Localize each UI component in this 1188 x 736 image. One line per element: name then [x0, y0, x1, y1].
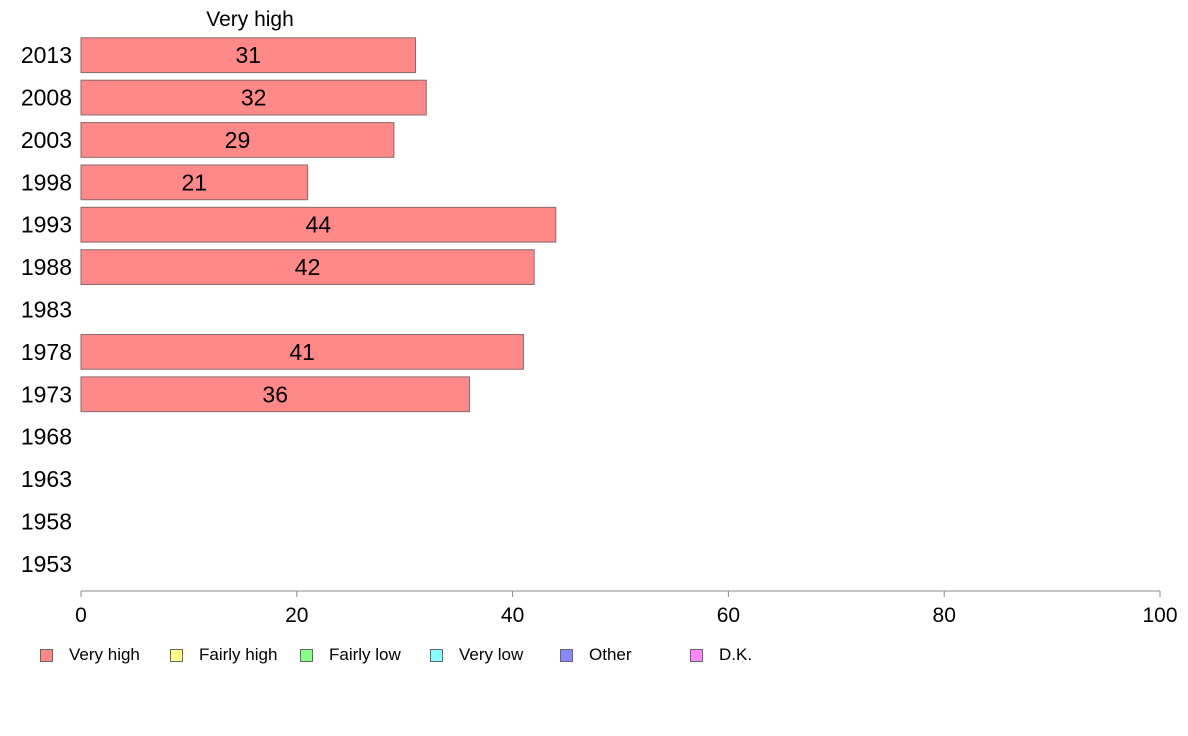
y-tick-label: 1963: [21, 466, 72, 492]
legend-label: D.K.: [719, 645, 753, 664]
bar-value-label: 29: [225, 127, 251, 153]
legend-item-very-high: Very high: [40, 645, 140, 665]
legend-item-fairly-high: Fairly high: [170, 645, 277, 665]
legend-label: Fairly high: [199, 645, 278, 664]
legend-swatch-dk: [690, 648, 703, 662]
bar: [80, 79, 427, 116]
bar: [80, 334, 524, 370]
x-tick-label: 40: [501, 604, 524, 627]
y-tick-label: 2003: [21, 127, 72, 153]
x-axis: 0 20 40 60 80 100: [75, 590, 1178, 627]
bar: [80, 37, 416, 74]
chart-title: Very high: [206, 8, 294, 31]
y-tick-label: 2013: [21, 42, 72, 68]
bar-value-label: 44: [306, 212, 332, 238]
y-tick-label: 1988: [21, 254, 72, 280]
bars-group: 2013 31 2008 32 2003 29 1998 21 1993 44 1988 42 1983…: [21, 37, 557, 577]
y-tick-label: 1983: [21, 297, 72, 323]
y-tick-label: 1953: [21, 551, 72, 577]
legend-label: Other: [589, 645, 632, 664]
legend-label: Fairly low: [329, 645, 401, 664]
legend-swatch-very-high: [40, 648, 53, 662]
x-tick-label: 100: [1142, 604, 1177, 627]
bar-value-label: 32: [241, 85, 267, 111]
y-tick-label: 1998: [21, 169, 72, 195]
bar-value-label: 41: [289, 339, 315, 365]
bar: [80, 122, 395, 158]
bar-value-label: 42: [295, 254, 321, 280]
legend-item-very-low: Very low: [430, 645, 523, 665]
legend-swatch-fairly-low: [300, 648, 313, 662]
x-tick-label: 60: [717, 604, 740, 627]
legend-swatch-fairly-high: [170, 648, 183, 662]
bar: [80, 249, 535, 285]
y-tick-label: 2008: [21, 85, 72, 111]
bar: [80, 206, 557, 243]
y-tick-label: 1993: [21, 212, 72, 238]
bar-value-label: 31: [235, 42, 261, 68]
bar-value-label: 21: [181, 169, 207, 195]
legend-item-other: Other: [560, 645, 632, 665]
bar-value-label: 36: [262, 381, 288, 407]
y-tick-label: 1968: [21, 424, 72, 450]
y-tick-label: 1978: [21, 339, 72, 365]
x-tick-label: 80: [933, 604, 956, 627]
legend: Very high Fairly high Fairly low Very lo…: [40, 645, 800, 667]
y-tick-label: 1973: [21, 381, 72, 407]
bar: [80, 376, 470, 413]
legend-label: Very low: [459, 645, 524, 664]
legend-label: Very high: [69, 645, 140, 664]
legend-item-fairly-low: Fairly low: [300, 645, 401, 665]
legend-swatch-other: [560, 648, 573, 662]
x-tick-label: 0: [75, 604, 87, 627]
x-tick-label: 20: [285, 604, 308, 627]
legend-swatch-very-low: [430, 648, 443, 662]
legend-item-dk: D.K.: [690, 645, 752, 665]
y-tick-label: 1958: [21, 508, 72, 534]
bar-chart: Very high 2013 31 2008 32 2003 29 1998 21 1993 44…: [21, 8, 1178, 627]
bar: [80, 164, 309, 201]
